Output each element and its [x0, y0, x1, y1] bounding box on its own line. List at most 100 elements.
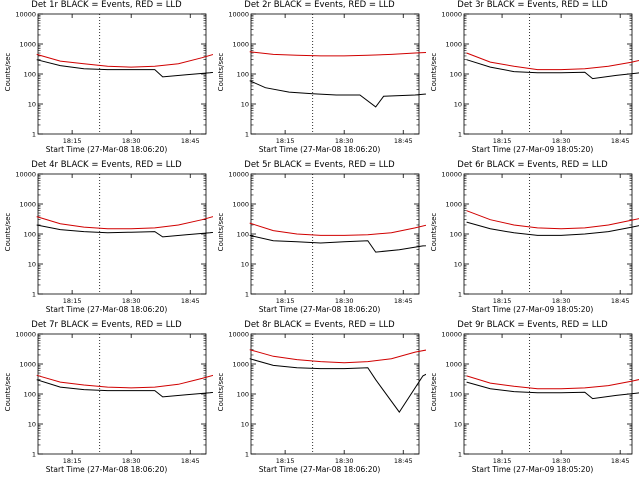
series-line-events: [36, 224, 213, 238]
panel-title: Det 1r BLACK = Events, RED = LLD: [31, 0, 182, 10]
x-tick-label: 18:45: [181, 297, 200, 305]
y-axis-label: Counts/sec: [430, 212, 438, 252]
x-tick-label: 18:15: [493, 457, 512, 465]
plot-frame: [37, 173, 207, 295]
x-axis-label: Start Time (27-Mar-08 18:06:20): [258, 145, 381, 154]
y-tick-label: 100: [237, 71, 249, 79]
y-tick-label: 10000: [441, 331, 462, 339]
y-tick-label: 10000: [228, 11, 249, 19]
x-tick-label: 18:45: [611, 297, 630, 305]
x-tick-label: 18:45: [181, 137, 200, 145]
y-tick-label: 100: [24, 231, 36, 239]
series-line-events: [249, 80, 426, 108]
x-tick-label: 18:30: [335, 137, 354, 145]
series-line-lld: [249, 222, 426, 236]
y-axis-label: Counts/sec: [430, 372, 438, 412]
y-tick-label: 1000: [19, 201, 36, 209]
x-tick-label: 18:45: [611, 137, 630, 145]
y-tick-label: 1000: [232, 361, 249, 369]
series-line-events: [466, 59, 639, 80]
x-tick-label: 18:30: [552, 457, 571, 465]
x-tick-label: 18:30: [552, 297, 571, 305]
y-axis-label: Counts/sec: [430, 52, 438, 92]
series-line-events: [466, 381, 639, 400]
series-line-lld: [466, 52, 639, 71]
plot-frame: [250, 173, 420, 295]
series-line-lld: [466, 210, 639, 230]
y-tick-label: 1000: [232, 41, 249, 49]
y-tick-label: 1000: [19, 361, 36, 369]
x-tick-label: 18:15: [276, 137, 295, 145]
x-tick-label: 18:45: [181, 457, 200, 465]
plot-frame: [250, 333, 420, 455]
y-tick-label: 100: [450, 231, 462, 239]
y-tick-label: 10: [241, 101, 249, 109]
y-axis-label: Counts/sec: [217, 52, 225, 92]
x-tick-label: 18:30: [122, 297, 141, 305]
y-tick-label: 1: [458, 291, 462, 299]
series-line-lld: [36, 216, 213, 230]
x-tick-label: 18:15: [276, 297, 295, 305]
y-tick-label: 10: [454, 101, 462, 109]
y-tick-label: 1000: [445, 361, 462, 369]
panel-title: Det 5r BLACK = Events, RED = LLD: [244, 160, 395, 170]
x-tick-label: 18:15: [493, 297, 512, 305]
y-axis-label: Counts/sec: [4, 212, 12, 252]
x-tick-label: 18:30: [335, 297, 354, 305]
detector-panel: Det 3r BLACK = Events, RED = LLD 1 10 100 10…: [426, 0, 639, 160]
y-tick-label: 1000: [445, 41, 462, 49]
y-tick-label: 10000: [15, 331, 36, 339]
x-tick-label: 18:30: [122, 457, 141, 465]
series-line-events: [249, 358, 426, 413]
y-tick-label: 1: [245, 131, 249, 139]
y-tick-label: 100: [24, 71, 36, 79]
y-tick-label: 10: [28, 101, 36, 109]
x-axis-label: Start Time (27-Mar-08 18:06:20): [45, 465, 168, 474]
y-tick-label: 100: [24, 391, 36, 399]
panel-title: Det 9r BLACK = Events, RED = LLD: [457, 320, 608, 330]
plot-frame: [463, 333, 633, 455]
plot-frame: [463, 13, 633, 135]
series-line-lld: [466, 375, 639, 390]
y-tick-label: 100: [450, 71, 462, 79]
y-axis-label: Counts/sec: [4, 372, 12, 412]
x-axis-label: Start Time (27-Mar-08 18:06:20): [45, 145, 168, 154]
y-tick-label: 1: [32, 451, 36, 459]
plot-frame: [250, 13, 420, 135]
y-tick-label: 1: [458, 451, 462, 459]
detector-panel: Det 9r BLACK = Events, RED = LLD 1 10 100 10…: [426, 320, 639, 480]
x-tick-label: 18:15: [493, 137, 512, 145]
y-tick-label: 10: [454, 261, 462, 269]
y-tick-label: 10000: [15, 11, 36, 19]
y-tick-label: 1: [458, 131, 462, 139]
x-tick-label: 18:45: [611, 457, 630, 465]
y-axis-label: Counts/sec: [217, 212, 225, 252]
y-tick-label: 1000: [445, 201, 462, 209]
panel-title: Det 2r BLACK = Events, RED = LLD: [244, 0, 395, 10]
series-line-lld: [249, 349, 426, 364]
detector-panel: Det 6r BLACK = Events, RED = LLD 1 10 100 10…: [426, 160, 639, 320]
y-tick-label: 10000: [15, 171, 36, 179]
y-tick-label: 10000: [441, 171, 462, 179]
series-line-lld: [36, 53, 213, 68]
y-tick-label: 10000: [228, 171, 249, 179]
y-axis-label: Counts/sec: [4, 52, 12, 92]
detector-panel: Det 4r BLACK = Events, RED = LLD 1 10 100 10…: [0, 160, 213, 320]
series-line-events: [36, 379, 213, 398]
y-tick-label: 100: [237, 231, 249, 239]
x-tick-label: 18:30: [335, 457, 354, 465]
x-axis-label: Start Time (27-Mar-09 18:05:20): [471, 145, 594, 154]
panel-title: Det 3r BLACK = Events, RED = LLD: [457, 0, 608, 10]
series-line-events: [466, 221, 639, 236]
y-tick-label: 1: [32, 131, 36, 139]
y-tick-label: 10000: [441, 11, 462, 19]
y-tick-label: 100: [450, 391, 462, 399]
